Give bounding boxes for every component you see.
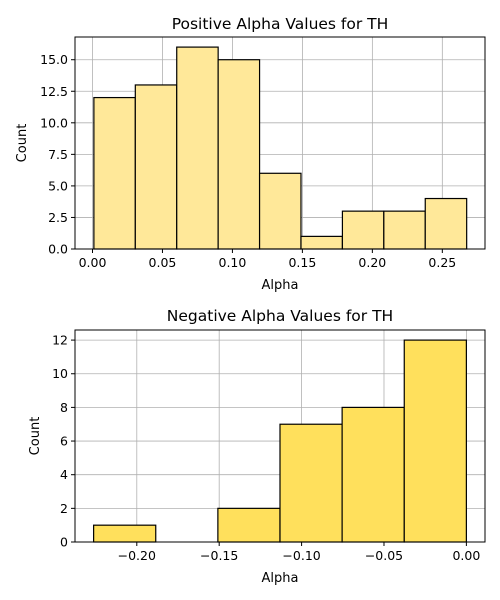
x-tick-label: 0.10 — [219, 255, 247, 270]
chart-title: Negative Alpha Values for TH — [167, 307, 393, 325]
histogram-bar — [424, 197, 468, 250]
histogram-bar — [176, 46, 219, 250]
histogram-bar — [93, 96, 136, 250]
y-tick-label: 10.0 — [40, 115, 68, 130]
x-tick-label: 0.15 — [288, 255, 316, 270]
chart-1: 0.00 0.05 0.10 0.15 0.20 0.25 0.0 2.5 5.0 7.5 10.0… — [15, 15, 486, 293]
y-tick-label: 7.5 — [48, 147, 68, 162]
x-tick-label: 0.00 — [452, 548, 480, 563]
y-tick-label: 12 — [52, 333, 68, 348]
x-tick-label: 0.20 — [358, 255, 386, 270]
x-tick-label: 0.05 — [149, 255, 177, 270]
y-tick-label: 4 — [60, 467, 68, 482]
axes-frame — [74, 36, 486, 250]
y-tick-label: 8 — [60, 400, 68, 415]
x-tick-label: −0.10 — [282, 548, 320, 563]
histogram-bar — [403, 339, 467, 543]
y-tick-label: 5.0 — [48, 178, 68, 193]
y-tick-label: 15.0 — [40, 52, 68, 67]
chart-title: Positive Alpha Values for TH — [172, 15, 389, 33]
histogram-bar — [217, 59, 261, 250]
histogram-bar — [217, 507, 281, 543]
chart-2: −0.20 −0.15 −0.10 −0.05 0.00 0 2 4 6 8 10 12 Negativ… — [28, 307, 486, 586]
y-tick-label: 6 — [60, 434, 68, 449]
y-tick-label: 2 — [60, 501, 68, 516]
histogram-bar — [258, 172, 302, 250]
y-tick-label: 2.5 — [48, 210, 68, 225]
y-axis-label: Count — [15, 124, 30, 163]
x-tick-label: −0.05 — [365, 548, 403, 563]
histogram-bar — [341, 406, 405, 543]
y-axis-label: Count — [28, 417, 43, 456]
x-axis-label: Alpha — [262, 571, 299, 586]
histogram-bar — [300, 235, 344, 250]
axes-frame — [74, 329, 486, 543]
y-tick-label: 0.0 — [48, 242, 68, 257]
y-tick-label: 12.5 — [40, 84, 68, 99]
histogram-bar — [341, 210, 385, 250]
x-tick-label: −0.20 — [118, 548, 156, 563]
x-tick-label: 0.25 — [428, 255, 456, 270]
x-axis-label: Alpha — [262, 278, 299, 293]
x-tick-label: −0.15 — [200, 548, 238, 563]
histogram-bar — [383, 210, 426, 250]
y-tick-label: 10 — [52, 366, 68, 381]
x-tick-label: 0.00 — [79, 255, 107, 270]
histogram-bar — [93, 524, 157, 543]
histogram-bar — [279, 423, 343, 543]
y-tick-label: 0 — [60, 535, 68, 550]
histogram-bar — [134, 84, 178, 250]
